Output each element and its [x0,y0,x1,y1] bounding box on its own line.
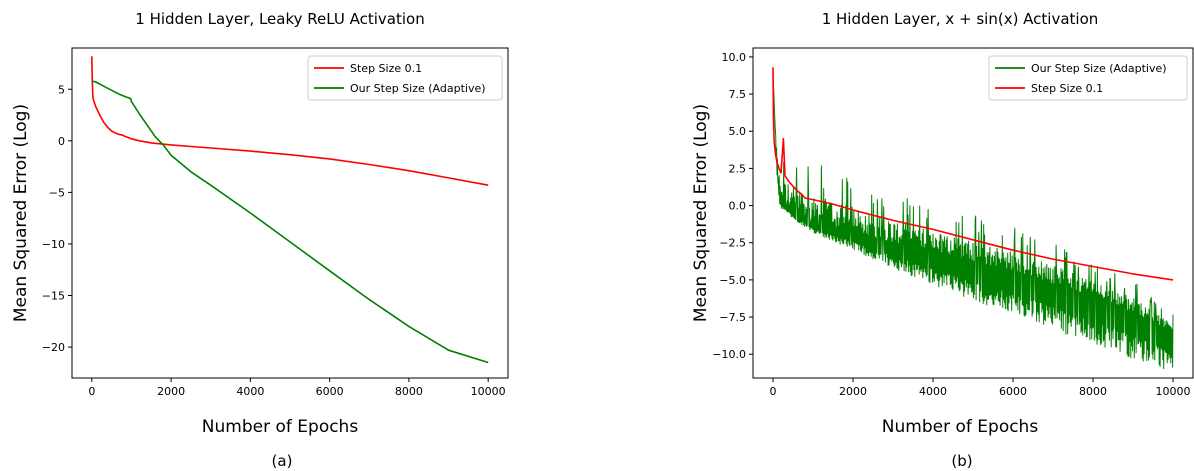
panel-b-xtick-label-3: 6000 [999,385,1027,398]
panel-b-ytick-label-4: 0.0 [729,200,747,213]
panel-a-plot: 0 2000 4000 6000 8000 10000 5 0 −5 −10 −15 −20 [42,56,506,398]
panel-b-series-1-line [772,67,1174,281]
panel-a-series-group [91,56,489,364]
panel-b-xlabel: Number of Epochs [882,417,1039,437]
panel-b-series-0-line [772,71,1174,370]
panel-a-legend: Step Size 0.1 Our Step Size (Adaptive) [307,55,503,101]
panel-b-ytick-label-6: −5.0 [719,274,746,287]
panel-b-ytick-label-5: −2.5 [719,237,746,250]
panel-b-plot: 0 2000 4000 6000 8000 10000 10.0 7.5 5.0 2.5 0.0 −2… [712,51,1190,398]
panel-b-ytick-label-2: 5.0 [729,125,747,138]
panel-a-legend-label-0: Step Size 0.1 [350,62,422,75]
panel-a-xlabel: Number of Epochs [202,417,359,437]
panel-b-ytick-label-3: 2.5 [729,162,747,175]
panel-a-title: 1 Hidden Layer, Leaky ReLU Activation [135,10,424,28]
panel-a-ytick-label-3: −10 [42,238,65,251]
panel-a-xtick-label-3: 6000 [316,385,344,398]
panel-b-ylabel: Mean Squared Error (Log) [691,104,711,322]
panel-b-ytick-label-8: −10.0 [712,348,746,361]
panel-b-caption: (b) [951,452,972,470]
panel-a-xtick-label-2: 4000 [236,385,264,398]
panel-a: 1 Hidden Layer, Leaky ReLU Activation 0 2… [11,10,509,470]
panel-b-title: 1 Hidden Layer, x + sin(x) Activation [822,10,1099,28]
panel-a-legend-box [307,55,503,101]
panel-a-ylabel: Mean Squared Error (Log) [11,104,31,322]
panel-a-series-1-line [91,80,489,364]
panel-a-xtick-label-0: 0 [88,385,95,398]
panel-a-ytick-label-4: −15 [42,290,65,303]
panel-a-ytick-label-5: −20 [42,341,65,354]
panel-a-axes-frame [71,47,509,379]
panel-b: 1 Hidden Layer, x + sin(x) Activation 0 2… [691,10,1194,470]
panel-a-series-0-line [91,56,489,186]
panel-b-xtick-label-4: 8000 [1079,385,1107,398]
panel-b-legend: Our Step Size (Adaptive) Step Size 0.1 [988,55,1188,101]
panel-a-legend-label-1: Our Step Size (Adaptive) [350,82,486,95]
panel-a-ytick-label-2: −5 [49,186,65,199]
panel-b-series-group [772,67,1174,370]
panel-b-xtick-label-2: 4000 [919,385,947,398]
panel-b-legend-label-1: Step Size 0.1 [1031,82,1103,95]
panel-b-xtick-label-1: 2000 [839,385,867,398]
panel-b-ytick-label-1: 7.5 [729,88,747,101]
panel-a-caption: (a) [272,452,293,470]
panel-a-xtick-label-5: 10000 [471,385,506,398]
panel-a-xtick-label-1: 2000 [157,385,185,398]
panel-b-axes-frame [752,47,1194,379]
panel-a-xtick-label-4: 8000 [395,385,423,398]
panel-b-ytick-label-7: −7.5 [719,311,746,324]
panel-b-ytick-label-0: 10.0 [722,51,747,64]
panel-b-xtick-label-5: 10000 [1156,385,1191,398]
panel-b-xtick-label-0: 0 [770,385,777,398]
panel-a-ytick-label-0: 5 [58,83,65,96]
panel-b-legend-box [988,55,1188,101]
panel-a-ytick-label-1: 0 [58,135,65,148]
panel-b-legend-label-0: Our Step Size (Adaptive) [1031,62,1167,75]
